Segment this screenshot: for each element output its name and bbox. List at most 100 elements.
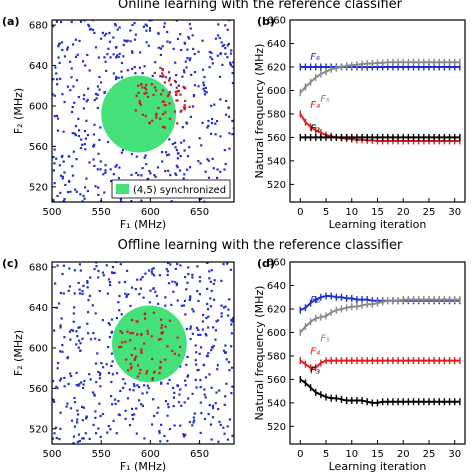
blue-point	[77, 384, 80, 387]
y-tick-label: 580	[267, 351, 286, 362]
red-point	[161, 89, 165, 92]
y-tick-label: 660	[267, 16, 286, 27]
blue-point	[224, 395, 227, 398]
blue-point	[140, 403, 143, 406]
blue-point	[226, 262, 229, 265]
red-point	[136, 375, 139, 378]
blue-point	[63, 376, 66, 380]
blue-point	[212, 167, 215, 170]
red-point	[129, 332, 132, 335]
blue-point	[125, 269, 129, 272]
blue-point	[96, 106, 99, 110]
blue-point	[154, 290, 157, 293]
x-tick-label: 600	[141, 207, 160, 218]
blue-point	[202, 81, 205, 84]
y-tick-label: 640	[29, 61, 48, 72]
blue-point	[52, 398, 54, 401]
blue-point	[56, 367, 59, 370]
blue-point	[195, 363, 198, 366]
blue-point	[85, 119, 88, 122]
series-label: F₄	[310, 100, 320, 111]
blue-point	[204, 170, 207, 173]
blue-point	[68, 330, 72, 333]
blue-point	[130, 200, 133, 202]
blue-point	[231, 133, 234, 136]
blue-point	[52, 25, 55, 28]
blue-point	[160, 151, 164, 154]
red-point	[167, 93, 171, 96]
red-point	[143, 92, 146, 95]
blue-point	[183, 379, 187, 382]
blue-point	[167, 282, 171, 285]
blue-point	[87, 87, 90, 90]
series-line	[299, 295, 460, 312]
blue-point	[136, 278, 139, 281]
blue-point	[92, 158, 95, 161]
x-tick-label: 0	[297, 449, 303, 460]
blue-point	[117, 301, 120, 304]
blue-point	[68, 267, 71, 270]
x-tick-label: 500	[42, 449, 61, 460]
blue-point	[174, 146, 177, 149]
blue-point	[61, 48, 64, 52]
blue-point	[99, 385, 102, 388]
blue-point	[86, 311, 90, 314]
blue-point	[106, 53, 109, 56]
blue-point	[83, 197, 86, 200]
blue-point	[185, 288, 188, 291]
blue-point	[52, 398, 55, 402]
blue-point	[59, 174, 63, 177]
blue-point	[171, 142, 174, 146]
blue-point	[149, 289, 152, 292]
blue-point	[208, 270, 211, 273]
blue-point	[70, 328, 73, 332]
blue-point	[98, 138, 101, 141]
blue-point	[202, 87, 205, 90]
blue-point	[206, 158, 209, 161]
blue-point	[199, 162, 202, 165]
x-tick-label: 650	[190, 449, 209, 460]
blue-point	[216, 176, 219, 180]
blue-point	[208, 50, 211, 54]
x-axis-label: F₁ (MHz)	[120, 460, 166, 473]
red-point	[161, 331, 164, 334]
blue-point	[70, 67, 73, 70]
red-point	[160, 72, 164, 75]
blue-point	[189, 27, 192, 30]
blue-point	[214, 122, 217, 125]
panel-label: (d)	[257, 257, 275, 270]
blue-point	[59, 291, 63, 295]
blue-point	[69, 60, 72, 63]
blue-point	[181, 75, 184, 78]
blue-point	[162, 74, 165, 77]
blue-point	[203, 388, 206, 391]
red-point	[144, 88, 148, 91]
blue-point	[69, 407, 73, 410]
blue-point	[212, 344, 215, 348]
blue-point	[210, 348, 213, 352]
blue-point	[53, 94, 56, 97]
blue-point	[166, 270, 170, 273]
blue-point	[201, 328, 204, 331]
blue-point	[142, 25, 145, 28]
blue-point	[159, 53, 163, 57]
blue-point	[117, 176, 121, 180]
blue-point	[203, 90, 206, 93]
blue-point	[101, 31, 104, 34]
blue-point	[66, 85, 70, 88]
blue-point	[120, 61, 124, 65]
blue-point	[196, 265, 199, 268]
blue-point	[91, 28, 95, 31]
blue-point	[52, 93, 54, 96]
red-point	[177, 354, 181, 357]
blue-point	[203, 93, 207, 96]
blue-point	[208, 66, 211, 69]
blue-point	[135, 407, 138, 410]
blue-point	[108, 323, 111, 326]
x-tick-label: 20	[397, 449, 410, 460]
blue-point	[199, 333, 202, 336]
blue-point	[84, 432, 87, 435]
blue-point	[91, 391, 95, 394]
blue-point	[73, 269, 77, 272]
blue-point	[157, 31, 160, 35]
